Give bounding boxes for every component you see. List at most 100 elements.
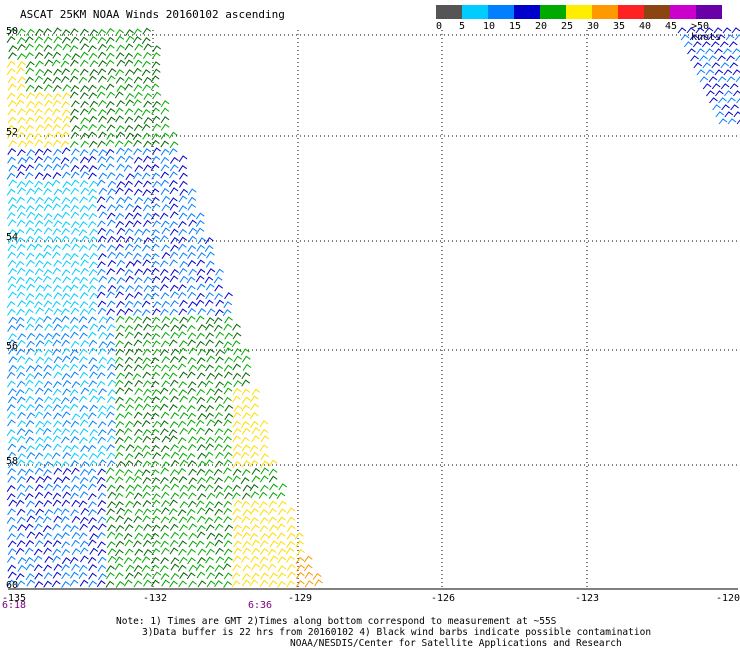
wind-barb xyxy=(143,197,153,205)
wind-barb xyxy=(43,469,52,477)
wind-barb xyxy=(80,267,89,275)
wind-barb xyxy=(79,555,89,563)
wind-barb xyxy=(105,195,115,203)
wind-barb xyxy=(133,139,142,147)
wind-barb xyxy=(16,371,26,379)
wind-barb xyxy=(106,244,116,252)
wind-barb xyxy=(106,219,116,227)
wind-barb xyxy=(215,299,225,307)
wind-barb xyxy=(79,196,88,204)
wind-barb xyxy=(188,268,197,276)
wind-barb xyxy=(69,389,79,397)
wind-barb xyxy=(169,171,178,179)
wind-barb xyxy=(151,172,161,180)
wind-barb xyxy=(188,436,197,444)
wind-barb xyxy=(232,555,242,563)
wind-barb xyxy=(106,460,116,468)
wind-barb xyxy=(44,59,54,67)
wind-barb xyxy=(206,548,215,556)
wind-barb xyxy=(70,164,80,172)
wind-barb xyxy=(15,276,25,284)
wind-barb xyxy=(15,547,25,555)
wind-barb xyxy=(106,484,116,492)
wind-barb xyxy=(79,149,89,157)
wind-barb xyxy=(115,125,125,133)
wind-barb xyxy=(87,412,97,420)
wind-barb xyxy=(52,228,62,236)
wind-barb xyxy=(25,235,35,243)
wind-barb xyxy=(160,491,170,499)
wind-barb xyxy=(115,484,125,492)
wind-barb xyxy=(60,404,70,412)
wind-barb xyxy=(80,387,90,395)
wind-barb xyxy=(43,44,53,52)
wind-barb xyxy=(169,308,179,316)
wind-barb xyxy=(80,235,90,243)
wind-barb xyxy=(44,339,53,347)
wind-barb xyxy=(141,108,151,116)
wind-barb xyxy=(61,411,71,419)
wind-barb xyxy=(42,315,52,323)
wind-barb xyxy=(6,555,16,563)
wind-barb xyxy=(151,316,161,324)
wind-barb xyxy=(61,228,70,236)
wind-barb xyxy=(132,373,142,381)
wind-barb xyxy=(717,55,726,62)
wind-barb xyxy=(24,356,34,364)
wind-barb xyxy=(26,100,35,108)
wind-barb xyxy=(116,300,125,308)
wind-barb xyxy=(98,60,107,68)
wind-barb xyxy=(161,499,170,507)
wind-barb xyxy=(115,212,125,220)
wind-barb xyxy=(702,62,712,69)
wind-barb xyxy=(303,555,313,563)
wind-barb xyxy=(705,69,715,76)
wind-barb xyxy=(168,197,178,205)
wind-barb xyxy=(34,411,44,419)
wind-barb xyxy=(7,540,17,548)
wind-barb xyxy=(97,573,107,581)
wind-barb xyxy=(61,147,71,155)
wind-barb xyxy=(151,484,161,492)
wind-barb xyxy=(142,189,151,197)
wind-barb xyxy=(224,412,234,420)
wind-barb xyxy=(44,323,53,331)
wind-barb xyxy=(61,101,70,109)
wind-barb xyxy=(78,571,88,579)
wind-barb xyxy=(150,469,160,477)
wind-barb xyxy=(52,339,62,347)
wind-barb xyxy=(233,355,242,363)
wind-barb xyxy=(52,171,62,179)
wind-barb xyxy=(160,156,170,164)
wind-barb xyxy=(88,357,98,365)
wind-barb xyxy=(79,59,89,67)
wind-barb xyxy=(88,301,98,309)
wind-barb xyxy=(286,516,296,524)
wind-barb xyxy=(71,515,81,523)
wind-barb xyxy=(87,75,97,83)
wind-barb xyxy=(188,580,197,588)
wind-barb xyxy=(42,251,52,259)
wind-barb xyxy=(123,147,133,155)
wind-barb xyxy=(17,300,26,308)
wind-barb xyxy=(6,68,16,76)
wind-barb xyxy=(17,149,26,157)
wind-barb xyxy=(80,100,89,108)
wind-barb xyxy=(151,107,160,115)
wind-barb xyxy=(16,348,25,356)
wind-barb xyxy=(25,500,35,508)
wind-barb xyxy=(133,339,143,347)
wind-barb xyxy=(168,372,178,380)
wind-barb xyxy=(61,92,71,100)
wind-barb xyxy=(98,388,107,396)
wind-barb xyxy=(107,548,117,556)
wind-barb xyxy=(69,579,79,587)
wind-barb xyxy=(88,380,98,388)
wind-barb xyxy=(186,419,196,427)
wind-barb xyxy=(143,395,153,403)
wind-barb xyxy=(115,115,124,123)
wind-barb xyxy=(224,556,233,564)
wind-barb xyxy=(150,75,160,83)
wind-barb xyxy=(52,316,62,324)
